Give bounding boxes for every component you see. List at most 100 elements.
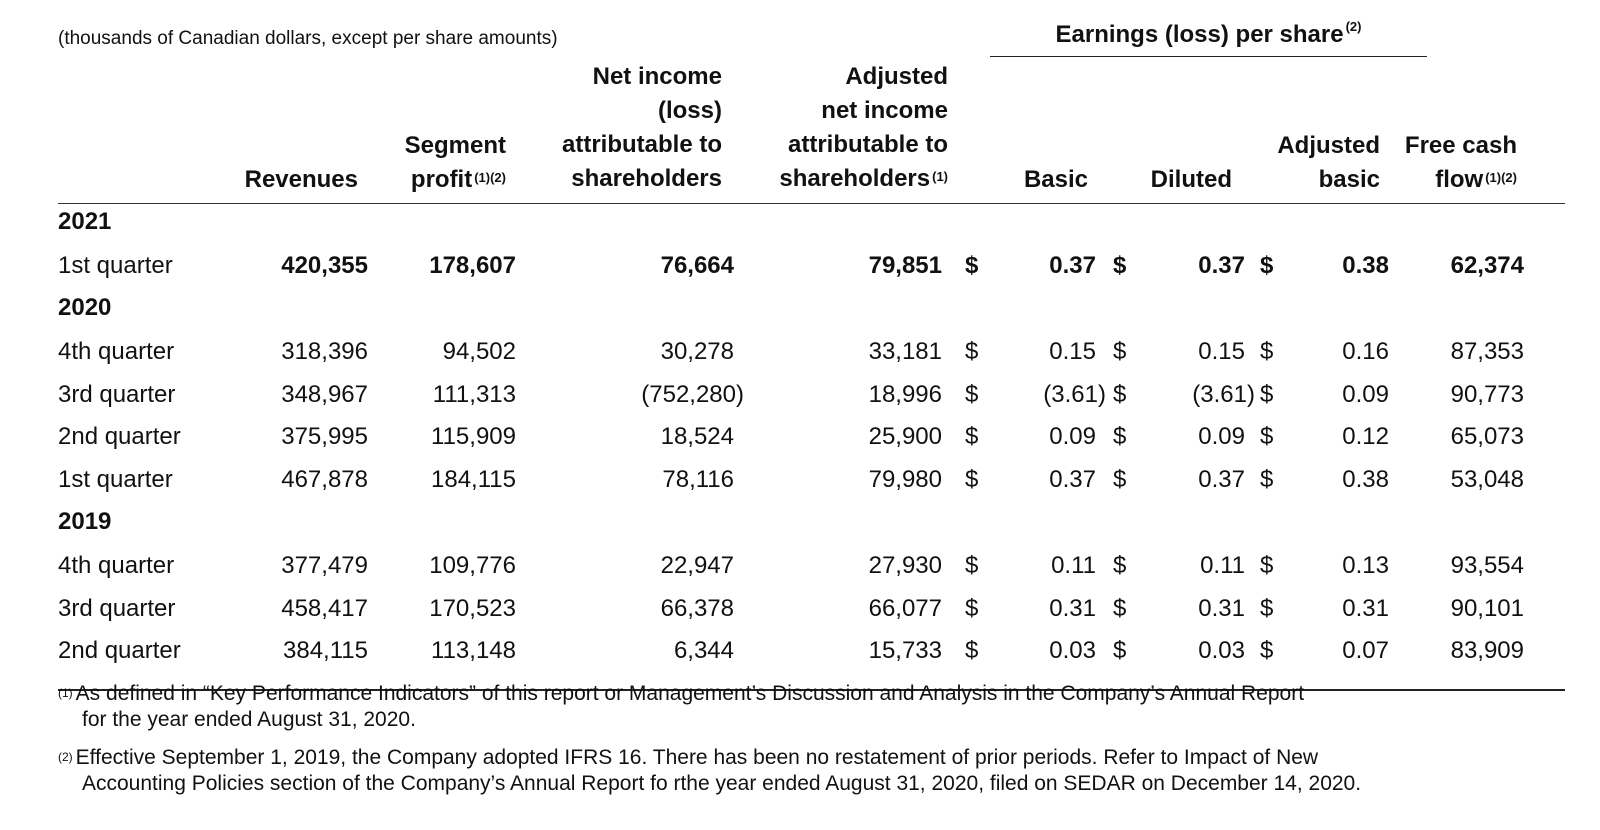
cell-segment-profit: 115,909 — [431, 423, 516, 450]
cell-segment-profit: 109,776 — [429, 552, 516, 579]
currency-symbol: $ — [1260, 552, 1274, 579]
cell-revenues: 318,396 — [281, 338, 368, 365]
header-free-cash-flow: Free cash flow (1)(2) — [1404, 132, 1517, 193]
header-rule — [58, 203, 1565, 204]
cell-net-income: 76,664 — [660, 252, 734, 279]
header-revenues: Revenues — [244, 166, 358, 193]
eps-group-label: Earnings (loss) per share — [1055, 21, 1344, 48]
currency-symbol: $ — [965, 252, 979, 279]
units-note: (thousands of Canadian dollars, except p… — [58, 28, 558, 49]
period-label: 3rd quarter — [58, 381, 176, 408]
header-adjusted-net-income: Adjusted net income attributable to shar… — [779, 63, 948, 192]
period-label: 3rd quarter — [58, 595, 176, 622]
period-label: 2nd quarter — [58, 637, 181, 664]
cell-revenues: 467,878 — [281, 466, 368, 493]
currency-symbol: $ — [965, 637, 979, 664]
period-label: 4th quarter — [58, 552, 175, 579]
table-row: 2nd quarter 375,995 115,909 18,524 25,900 0.0… — [0, 423, 1600, 453]
cell-basic: 0.31 — [1049, 595, 1096, 622]
cell-adjusted-net-income: 66,077 — [868, 595, 942, 622]
currency-symbol: $ — [965, 595, 979, 622]
cell-diluted: 0.09 — [1198, 423, 1245, 450]
cell-segment-profit: 178,607 — [429, 252, 516, 279]
currency-symbol: $ — [965, 338, 979, 365]
cell-basic: 0.11 — [1051, 552, 1096, 579]
eps-group-rule — [990, 56, 1427, 57]
table-row: 1st quarter 420,355 178,607 76,664 79,851 0.3… — [0, 252, 1600, 282]
cell-diluted: 0.03 — [1198, 637, 1245, 664]
cell-segment-profit: 113,148 — [431, 637, 516, 664]
cell-revenues: 384,115 — [283, 637, 368, 664]
currency-symbol: $ — [1113, 595, 1127, 622]
cell-diluted: 0.11 — [1200, 552, 1245, 579]
cell-free-cash-flow: 53,048 — [1450, 466, 1524, 493]
currency-symbol: $ — [965, 466, 979, 493]
cell-adjusted-basic: 0.09 — [1342, 381, 1389, 408]
cell-basic: 0.09 — [1049, 423, 1096, 450]
cell-free-cash-flow: 90,773 — [1450, 381, 1524, 408]
cell-adjusted-net-income: 18,996 — [868, 381, 942, 408]
cell-adjusted-basic: 0.16 — [1342, 338, 1389, 365]
cell-net-income: 66,378 — [660, 595, 734, 622]
cell-adjusted-basic: 0.38 — [1342, 466, 1389, 493]
currency-symbol: $ — [1113, 552, 1127, 579]
cell-net-income: 18,524 — [660, 423, 734, 450]
cell-diluted: 0.15 — [1198, 338, 1245, 365]
currency-symbol: $ — [1260, 466, 1274, 493]
cell-basic: (3.61) — [1043, 381, 1106, 408]
cell-diluted: 0.31 — [1198, 595, 1245, 622]
currency-symbol: $ — [1260, 252, 1274, 279]
table-row: 4th quarter 318,396 94,502 30,278 33,181 0.15… — [0, 338, 1600, 368]
cell-free-cash-flow: 62,374 — [1450, 252, 1524, 279]
cell-net-income: 30,278 — [660, 338, 734, 365]
cell-free-cash-flow: 93,554 — [1450, 552, 1524, 579]
cell-segment-profit: 111,313 — [432, 381, 516, 408]
year-heading: 2019 — [58, 508, 112, 535]
footnote-mark: (1) — [58, 686, 73, 700]
cell-basic: 0.03 — [1049, 637, 1096, 664]
cell-revenues: 420,355 — [281, 252, 368, 279]
cell-segment-profit: 94,502 — [442, 338, 516, 365]
currency-symbol: $ — [1260, 595, 1274, 622]
year-heading: 2021 — [58, 208, 112, 235]
cell-net-income: 78,116 — [662, 466, 734, 493]
period-label: 4th quarter — [58, 338, 175, 365]
table-row: 2nd quarter 384,115 113,148 6,344 15,733 0.03… — [0, 637, 1600, 667]
cell-revenues: 377,479 — [281, 552, 368, 579]
cell-revenues: 458,417 — [281, 595, 368, 622]
cell-adjusted-net-income: 33,181 — [868, 338, 942, 365]
eps-group-header: Earnings (loss) per share (2) — [990, 19, 1427, 49]
header-net-income: Net income (loss) attributable to shareh… — [562, 63, 722, 192]
header-diluted: Diluted — [1150, 166, 1232, 193]
currency-symbol: $ — [965, 552, 979, 579]
header-basic: Basic — [1023, 166, 1088, 193]
table-bottom-rule — [58, 689, 1565, 691]
cell-adjusted-basic: 0.38 — [1342, 252, 1389, 279]
cell-net-income: 6,344 — [673, 637, 734, 664]
cell-free-cash-flow: 90,101 — [1450, 595, 1524, 622]
table-row: 4th quarter 377,479 109,776 22,947 27,930 0.1… — [0, 552, 1600, 582]
cell-diluted: 0.37 — [1198, 252, 1245, 279]
cell-basic: 0.37 — [1049, 466, 1096, 493]
header-segment-profit: Segment profit (1)(2) — [404, 132, 506, 193]
period-label: 1st quarter — [58, 466, 173, 493]
currency-symbol: $ — [1113, 423, 1127, 450]
currency-symbol: $ — [1113, 338, 1127, 365]
table-row: 3rd quarter 348,967 111,313 (752,280) 18,996… — [0, 381, 1600, 411]
cell-free-cash-flow: 65,073 — [1450, 423, 1524, 450]
currency-symbol: $ — [1113, 637, 1127, 664]
cell-segment-profit: 170,523 — [429, 595, 516, 622]
cell-adjusted-basic: 0.13 — [1342, 552, 1389, 579]
currency-symbol: $ — [1113, 466, 1127, 493]
period-label: 2nd quarter — [58, 423, 181, 450]
cell-net-income: 22,947 — [660, 552, 734, 579]
currency-symbol: $ — [1260, 637, 1274, 664]
footnote-1: (1) As defined in “Key Performance Indica… — [58, 682, 1305, 731]
cell-revenues: 375,995 — [281, 423, 368, 450]
cell-segment-profit: 184,115 — [431, 466, 516, 493]
header-adjusted-basic: Adjusted basic — [1277, 132, 1380, 193]
cell-adjusted-net-income: 79,980 — [868, 466, 942, 493]
cell-free-cash-flow: 87,353 — [1450, 338, 1524, 365]
cell-adjusted-basic: 0.07 — [1342, 637, 1389, 664]
cell-diluted: (3.61) — [1192, 381, 1255, 408]
